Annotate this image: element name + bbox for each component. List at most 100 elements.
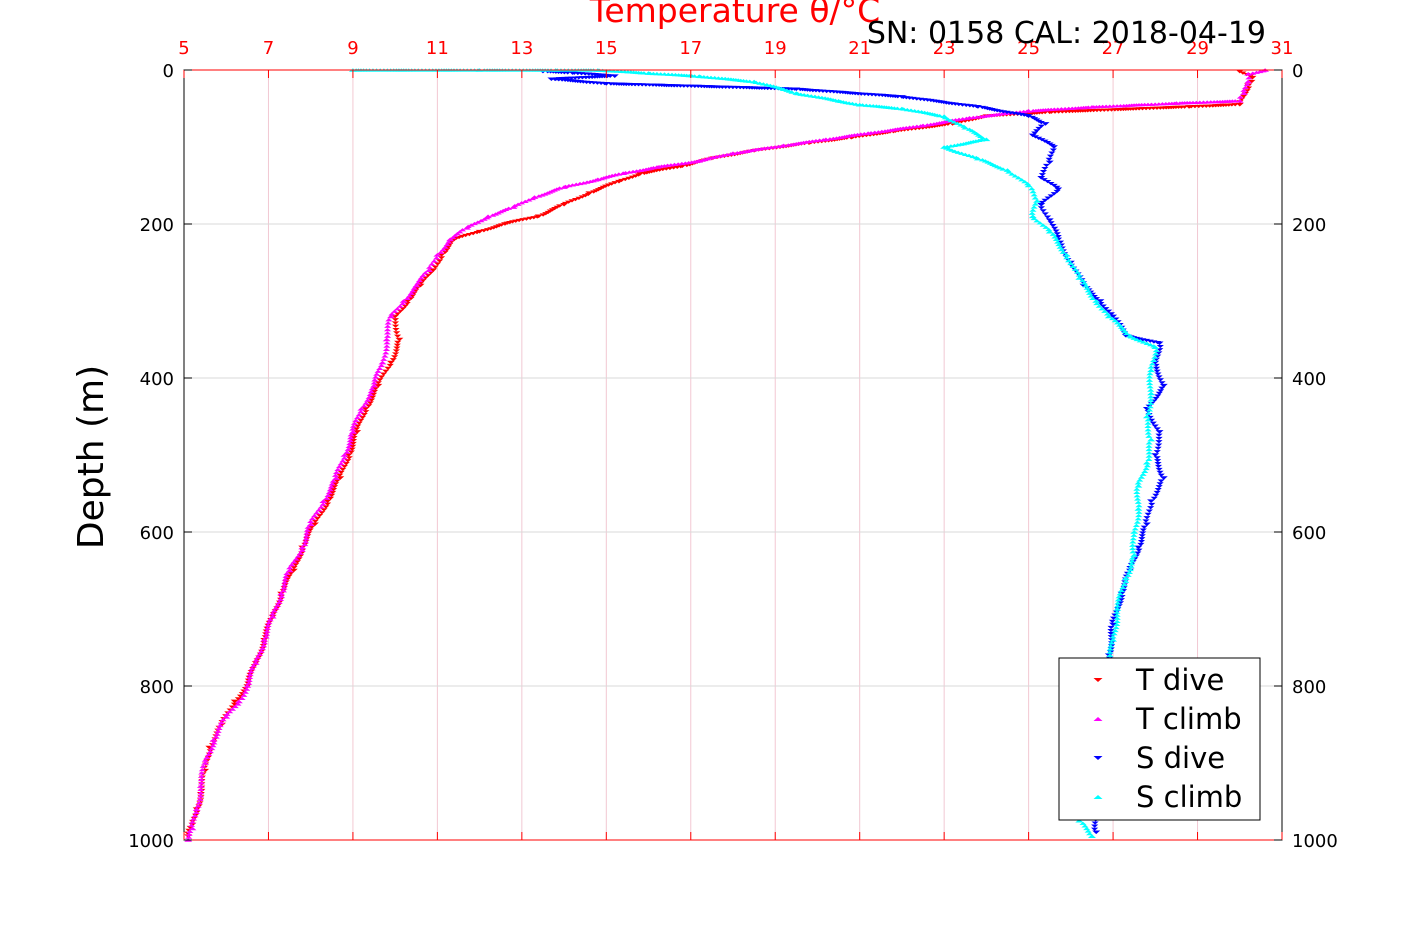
data-point	[1130, 530, 1139, 534]
data-point	[465, 232, 473, 237]
x-tick-label-3: 11	[426, 38, 449, 59]
data-point	[1147, 437, 1156, 442]
data-point	[294, 554, 302, 558]
data-point	[1041, 122, 1050, 126]
data-point	[256, 652, 264, 656]
data-point	[1156, 470, 1164, 474]
data-point	[259, 646, 267, 651]
data-point	[1103, 312, 1112, 316]
data-point	[1084, 829, 1092, 833]
data-point	[370, 383, 379, 388]
data-point	[1138, 534, 1146, 538]
data-point	[328, 493, 336, 498]
data-point	[424, 273, 432, 277]
y-tick-label-right-1: 200	[1292, 215, 1326, 236]
data-point	[628, 175, 636, 179]
data-point	[401, 304, 409, 308]
data-point	[1039, 209, 1047, 213]
data-point	[489, 213, 497, 217]
data-point	[399, 307, 407, 311]
data-point	[196, 794, 205, 798]
data-point	[474, 220, 482, 224]
data-point	[446, 237, 455, 242]
data-point	[336, 476, 345, 480]
data-point	[1244, 79, 1253, 84]
data-point	[979, 136, 987, 140]
data-point	[1133, 490, 1141, 495]
data-point	[348, 430, 357, 434]
data-point	[266, 617, 274, 622]
data-point	[1245, 76, 1253, 80]
data-point	[1106, 647, 1114, 651]
data-point	[1133, 520, 1142, 524]
data-point	[360, 412, 368, 417]
data-point	[1156, 344, 1164, 349]
data-point	[1087, 294, 1095, 298]
x-tick-label-6: 17	[679, 38, 702, 59]
data-point	[1018, 178, 1026, 182]
data-point	[1119, 585, 1127, 590]
data-point	[1149, 421, 1157, 425]
data-point	[1045, 227, 1053, 232]
data-point	[1092, 297, 1101, 301]
data-point	[1037, 202, 1046, 207]
y-tick-label-left-0: 0	[163, 61, 174, 82]
data-point	[1029, 208, 1037, 212]
data-point	[1142, 466, 1150, 471]
data-point	[611, 181, 619, 185]
data-point	[1014, 176, 1023, 180]
data-point	[1049, 224, 1057, 228]
data-point	[285, 568, 294, 573]
data-point	[1144, 431, 1152, 435]
y-tick-label-left-1: 200	[140, 215, 174, 236]
data-point	[1073, 270, 1081, 274]
data-point	[301, 542, 309, 547]
data-point	[1147, 365, 1155, 369]
data-point	[1011, 174, 1019, 178]
data-point	[1135, 513, 1143, 518]
y-axis-label: Depth (m)	[71, 365, 112, 549]
data-point	[1033, 199, 1042, 203]
data-point	[1125, 570, 1134, 575]
data-point	[1041, 212, 1049, 216]
x-tick-label-12: 29	[1186, 38, 1209, 59]
data-point	[188, 820, 197, 824]
data-point	[377, 375, 386, 379]
data-point	[410, 291, 418, 295]
data-point	[280, 586, 288, 590]
data-point	[419, 278, 427, 283]
data-point	[1047, 221, 1055, 225]
data-point	[1049, 232, 1057, 236]
data-point	[973, 156, 982, 161]
data-point	[1134, 500, 1142, 504]
data-point	[1248, 75, 1257, 80]
data-point	[394, 340, 402, 345]
data-point	[373, 372, 381, 376]
data-point	[417, 276, 425, 280]
data-point	[245, 678, 253, 682]
data-point	[444, 245, 453, 249]
data-point	[371, 386, 380, 391]
data-point	[1137, 475, 1146, 479]
data-point	[396, 309, 404, 313]
data-point	[260, 641, 269, 645]
data-point	[1145, 378, 1154, 382]
legend-box	[1058, 657, 1261, 821]
data-point	[1085, 291, 1094, 295]
data-point	[351, 433, 359, 437]
data-point	[370, 381, 378, 385]
data-point	[1033, 219, 1041, 223]
data-point	[1063, 256, 1071, 260]
data-point	[1075, 818, 1084, 823]
data-point	[354, 424, 362, 428]
data-point	[192, 810, 200, 815]
data-point	[1054, 187, 1063, 192]
data-point	[234, 702, 242, 706]
data-point	[311, 519, 319, 524]
data-point	[199, 764, 207, 768]
data-point	[1107, 632, 1115, 636]
data-point	[1157, 389, 1165, 393]
data-point	[1083, 826, 1091, 831]
data-point	[319, 499, 328, 503]
data-point	[1028, 211, 1036, 215]
